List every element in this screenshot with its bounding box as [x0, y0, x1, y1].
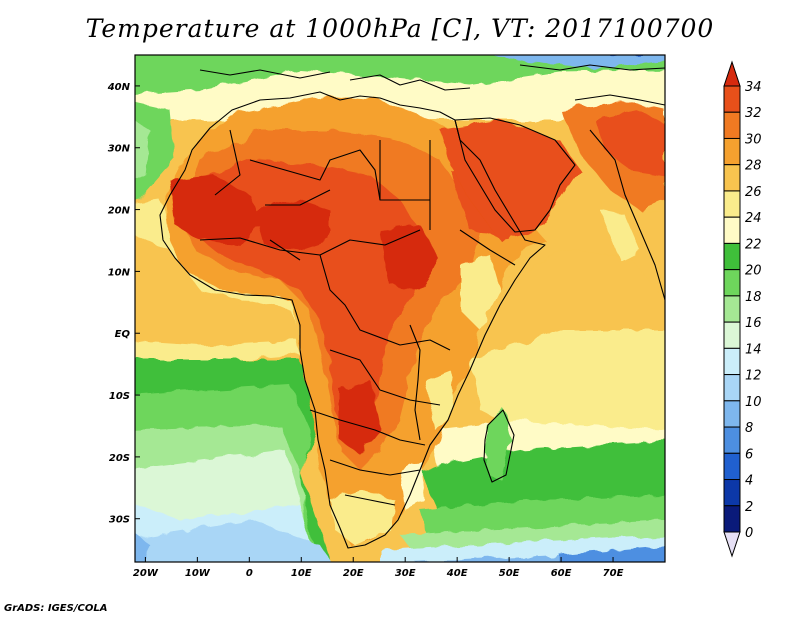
colorbar-label: 16: [745, 316, 762, 331]
map-title: Temperature at 1000hPa [C], VT: 20171007…: [85, 14, 715, 43]
colorbar-segment: [723, 85, 741, 113]
x-tick-label: 60E: [551, 568, 572, 579]
colorbar-segment: [723, 190, 741, 218]
colorbar-label: 14: [745, 342, 762, 357]
colorbar-segment: [723, 505, 741, 533]
coastlines: [159, 64, 665, 549]
colorbar-segment: [723, 347, 741, 376]
x-tick-label: 50E: [499, 568, 520, 579]
colorbar-max-arrow: [723, 60, 741, 87]
colorbar-label: 26: [745, 185, 762, 200]
colorbar-label: 32: [745, 106, 762, 121]
y-tick-label: 40N: [107, 82, 131, 93]
colorbar-label: 6: [745, 447, 753, 462]
colorbar-segment: [723, 295, 741, 323]
y-tick-label: 10S: [109, 391, 130, 402]
colorbar-label: 24: [745, 211, 762, 226]
colorbar-label: 10: [745, 395, 762, 410]
x-tick-label: 30E: [395, 568, 416, 579]
colorbar-segment: [723, 269, 741, 297]
colorbar-segment: [723, 137, 741, 166]
y-tick-label: 30N: [108, 144, 131, 155]
x-tick-label: 40E: [446, 568, 468, 579]
x-tick-label: 70E: [603, 568, 624, 579]
colorbar-label: 34: [745, 80, 762, 95]
x-axis-ticks: 20W 10W 0 10E 20E 30E 40E 50E 60E 70E: [133, 557, 624, 579]
x-tick-label: 10W: [185, 568, 211, 579]
colorbar-segment: [723, 321, 741, 349]
y-axis-ticks: 40N 30N 20N 10N EQ 10S 20S 30S: [107, 82, 140, 526]
y-tick-label: EQ: [115, 329, 131, 340]
x-tick-label: 10E: [291, 568, 312, 579]
colorbar-segment: [723, 479, 741, 507]
colorbar-segment: [723, 452, 741, 481]
colorbar-segment: [723, 216, 741, 244]
grads-credit: GrADS: IGES/COLA: [4, 603, 108, 614]
colorbar-label: 20: [745, 264, 762, 279]
colorbar-label: 8: [745, 421, 753, 436]
colorbar-label: 28: [745, 159, 762, 174]
colorbar-label: 2: [745, 500, 753, 515]
colorbar-segment: [723, 400, 741, 428]
x-tick-label: 0: [246, 568, 253, 579]
colorbar-label: 0: [745, 526, 753, 541]
colorbar-label: 18: [745, 290, 762, 305]
plot-frame: [134, 54, 666, 563]
y-tick-label: 10N: [108, 267, 131, 278]
colorbar-segment: [723, 374, 741, 402]
colorbar-label: 30: [745, 132, 762, 147]
colorbar-segment: [723, 242, 741, 271]
temperature-field: [135, 55, 665, 562]
colorbar-label: 4: [745, 474, 753, 489]
y-tick-label: 20S: [109, 453, 130, 464]
colorbar-min-arrow: [723, 531, 741, 558]
colorbar-segment: [723, 164, 741, 192]
x-tick-label: 20E: [343, 568, 364, 579]
colorbar-label: 22: [745, 237, 762, 252]
y-tick-label: 20N: [108, 206, 131, 217]
x-tick-label: 20W: [133, 568, 159, 579]
colorbar-segment: [723, 426, 741, 454]
colorbar-label: 12: [745, 369, 762, 384]
colorbar-segment: [723, 111, 741, 139]
y-tick-label: 30S: [109, 515, 130, 526]
